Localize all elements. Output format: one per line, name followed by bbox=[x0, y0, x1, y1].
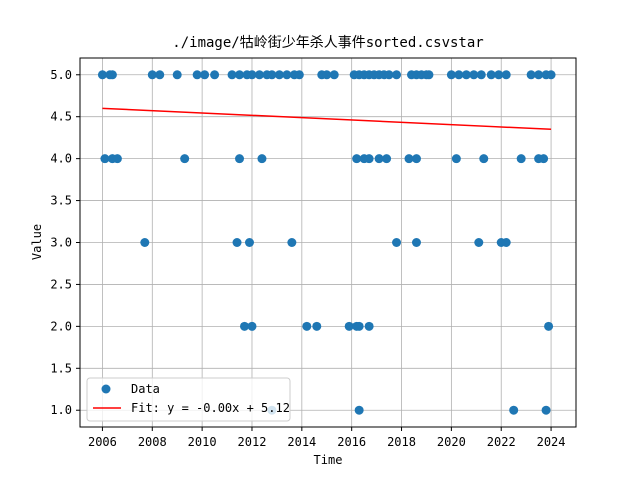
data-point bbox=[180, 154, 190, 164]
x-tick-label: 2022 bbox=[487, 435, 516, 449]
data-point bbox=[534, 70, 544, 80]
x-tick-label: 2016 bbox=[337, 435, 366, 449]
data-point bbox=[384, 70, 394, 80]
data-point bbox=[364, 321, 374, 331]
x-tick-label: 2012 bbox=[238, 435, 267, 449]
data-point bbox=[424, 70, 434, 80]
data-point bbox=[446, 70, 456, 80]
data-point bbox=[100, 154, 110, 164]
y-tick-label: 2.5 bbox=[50, 277, 72, 291]
data-point bbox=[257, 154, 267, 164]
y-tick-label: 4.0 bbox=[50, 152, 72, 166]
x-tick-label: 2014 bbox=[287, 435, 316, 449]
plot-frame bbox=[79, 57, 577, 428]
data-point bbox=[227, 70, 237, 80]
data-point bbox=[474, 238, 484, 247]
data-point bbox=[544, 321, 554, 331]
legend-data-label: Data bbox=[131, 382, 160, 396]
legend: Data Fit: y = -0.00x + 5.12 bbox=[86, 377, 291, 422]
y-tick-label: 1.0 bbox=[50, 403, 72, 417]
x-tick-label: 2010 bbox=[188, 435, 217, 449]
x-tick-label: 2024 bbox=[537, 435, 566, 449]
data-point bbox=[411, 154, 421, 164]
data-point bbox=[392, 238, 402, 247]
data-point bbox=[232, 238, 242, 247]
data-point bbox=[274, 70, 284, 80]
legend-fit-label: Fit: y = -0.00x + 5.12 bbox=[131, 401, 290, 415]
data-point bbox=[282, 70, 292, 80]
data-point bbox=[354, 321, 364, 331]
data-point bbox=[461, 70, 471, 80]
data-point bbox=[107, 70, 117, 80]
legend-data-marker bbox=[101, 384, 111, 394]
data-point bbox=[354, 405, 364, 415]
data-point bbox=[541, 405, 551, 415]
data-point bbox=[352, 154, 362, 164]
data-point bbox=[140, 238, 150, 247]
y-tick-label: 4.5 bbox=[50, 110, 72, 124]
data-point bbox=[172, 70, 182, 80]
data-point bbox=[344, 321, 354, 331]
data-point bbox=[294, 70, 304, 80]
data-point bbox=[374, 154, 384, 164]
data-point bbox=[155, 70, 165, 80]
data-point bbox=[494, 70, 504, 80]
y-tick-label: 3.5 bbox=[50, 194, 72, 208]
data-point bbox=[302, 321, 312, 331]
data-point bbox=[235, 70, 245, 80]
legend-box bbox=[86, 377, 291, 422]
y-tick-label: 2.0 bbox=[50, 319, 72, 333]
y-axis-label: Value bbox=[30, 224, 44, 260]
data-point bbox=[287, 238, 297, 247]
fit-line-group bbox=[102, 107, 552, 131]
y-tick-label: 5.0 bbox=[50, 68, 72, 82]
data-point bbox=[247, 70, 257, 80]
data-point bbox=[451, 154, 461, 164]
x-tick-label: 2008 bbox=[138, 435, 167, 449]
data-point bbox=[404, 154, 414, 164]
data-point bbox=[192, 70, 202, 80]
data-point bbox=[235, 154, 245, 164]
data-point bbox=[509, 405, 519, 415]
x-tick-label: 2006 bbox=[88, 435, 117, 449]
data-point bbox=[97, 70, 107, 80]
y-tick-label: 1.5 bbox=[50, 361, 72, 375]
data-point bbox=[244, 238, 254, 247]
data-point bbox=[312, 321, 322, 331]
chart-title: ./image/牯岭街少年杀人事件sorted.csvstar bbox=[172, 35, 483, 51]
data-point bbox=[479, 154, 489, 164]
data-point bbox=[322, 70, 332, 80]
data-point bbox=[254, 70, 264, 80]
x-tick-label: 2020 bbox=[437, 435, 466, 449]
data-point bbox=[200, 70, 210, 80]
axis-ticks: 2006 2008 2010 2012 2014 2016 2018 2020 2022 2024… bbox=[50, 68, 565, 449]
data-point bbox=[210, 70, 220, 80]
data-point bbox=[539, 154, 549, 164]
data-point bbox=[469, 70, 479, 80]
data-point bbox=[147, 70, 157, 80]
data-point bbox=[267, 70, 277, 80]
x-axis-label: Time bbox=[314, 453, 343, 467]
data-point bbox=[411, 238, 421, 247]
data-point bbox=[364, 154, 374, 164]
data-point bbox=[112, 154, 122, 164]
data-point bbox=[516, 154, 526, 164]
data-point bbox=[501, 238, 511, 247]
fit-line bbox=[102, 107, 552, 131]
data-point bbox=[247, 321, 257, 331]
data-point bbox=[454, 70, 464, 80]
data-point bbox=[486, 70, 496, 80]
data-point bbox=[240, 321, 250, 331]
data-point bbox=[392, 70, 402, 80]
data-point bbox=[476, 70, 486, 80]
y-tick-label: 3.0 bbox=[50, 236, 72, 250]
data-point bbox=[501, 70, 511, 80]
data-point bbox=[546, 70, 556, 80]
x-tick-label: 2018 bbox=[387, 435, 416, 449]
data-points bbox=[97, 70, 556, 415]
data-point bbox=[329, 70, 339, 80]
data-point bbox=[526, 70, 536, 80]
data-point bbox=[382, 154, 392, 164]
